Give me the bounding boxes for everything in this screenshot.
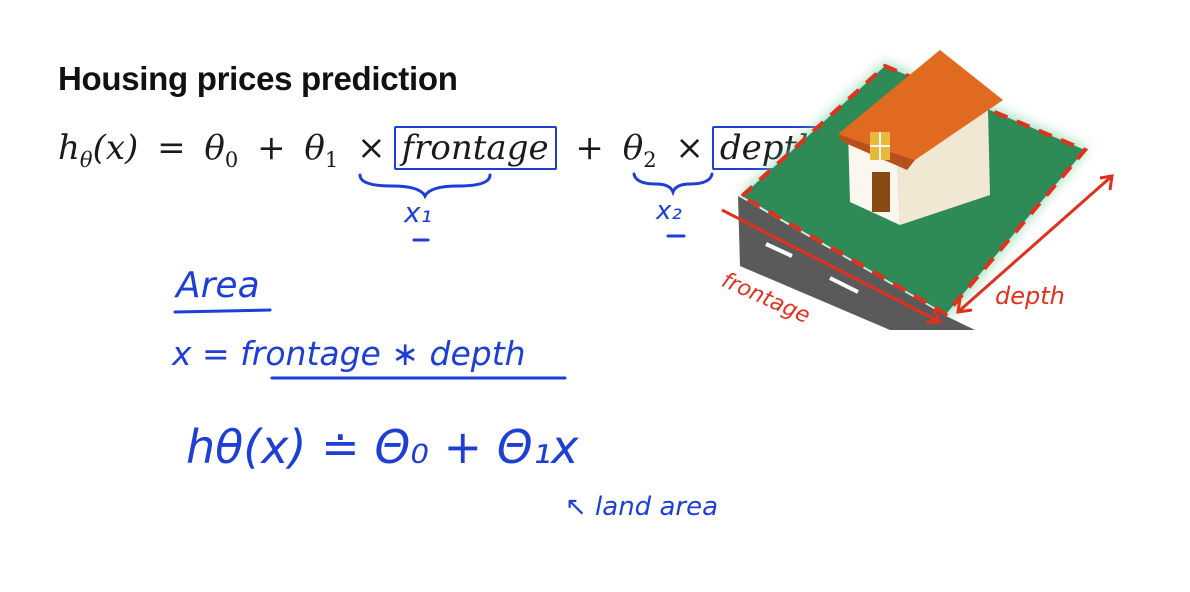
formula-times-2: × bbox=[675, 128, 704, 168]
depth-brace bbox=[632, 172, 714, 197]
formula-x: (x) bbox=[92, 128, 139, 168]
formula-theta2: θ bbox=[622, 128, 644, 168]
formula-h-subscript: θ bbox=[79, 148, 93, 172]
area-underline bbox=[173, 308, 272, 314]
road bbox=[738, 196, 975, 330]
formula-plus-2: + bbox=[575, 128, 604, 168]
formula-times-1: × bbox=[357, 128, 386, 168]
formula-plus-1: + bbox=[257, 128, 286, 168]
formula-theta2-subscript: 2 bbox=[643, 148, 657, 172]
property-boundary bbox=[738, 63, 1089, 317]
area-equation: x = frontage ∗ depth bbox=[172, 334, 526, 373]
formula-theta1: θ bbox=[304, 128, 325, 168]
depth-label: depth bbox=[995, 282, 1065, 310]
x1-label: x₁ bbox=[404, 196, 432, 229]
formula-theta0-subscript: 0 bbox=[224, 148, 239, 172]
slide-title: Housing prices prediction bbox=[58, 60, 458, 97]
hypothesis-formula: hθ(x) = θ0 + θ1 × frontage + θ2 × depth bbox=[58, 126, 828, 182]
model-equation: hθ(x) ≐ Θ₀ + Θ₁x bbox=[186, 420, 579, 474]
area-heading: Area bbox=[176, 265, 260, 306]
formula-frontage: frontage bbox=[393, 126, 557, 170]
depth-arrow bbox=[957, 174, 1113, 314]
road-marking-1 bbox=[765, 242, 793, 258]
formula-theta0: θ bbox=[204, 128, 225, 168]
formula-h: h bbox=[58, 128, 80, 168]
formula-equals: = bbox=[157, 128, 186, 168]
house-door bbox=[872, 172, 890, 212]
formula-theta1-subscript: 1 bbox=[324, 148, 339, 172]
frontage-arrow bbox=[721, 208, 941, 324]
frontage-brace bbox=[358, 173, 492, 200]
x2-label: x₂ bbox=[656, 196, 682, 226]
road-marking-2 bbox=[829, 276, 859, 294]
land-area-note: ↖ land area bbox=[565, 492, 719, 522]
